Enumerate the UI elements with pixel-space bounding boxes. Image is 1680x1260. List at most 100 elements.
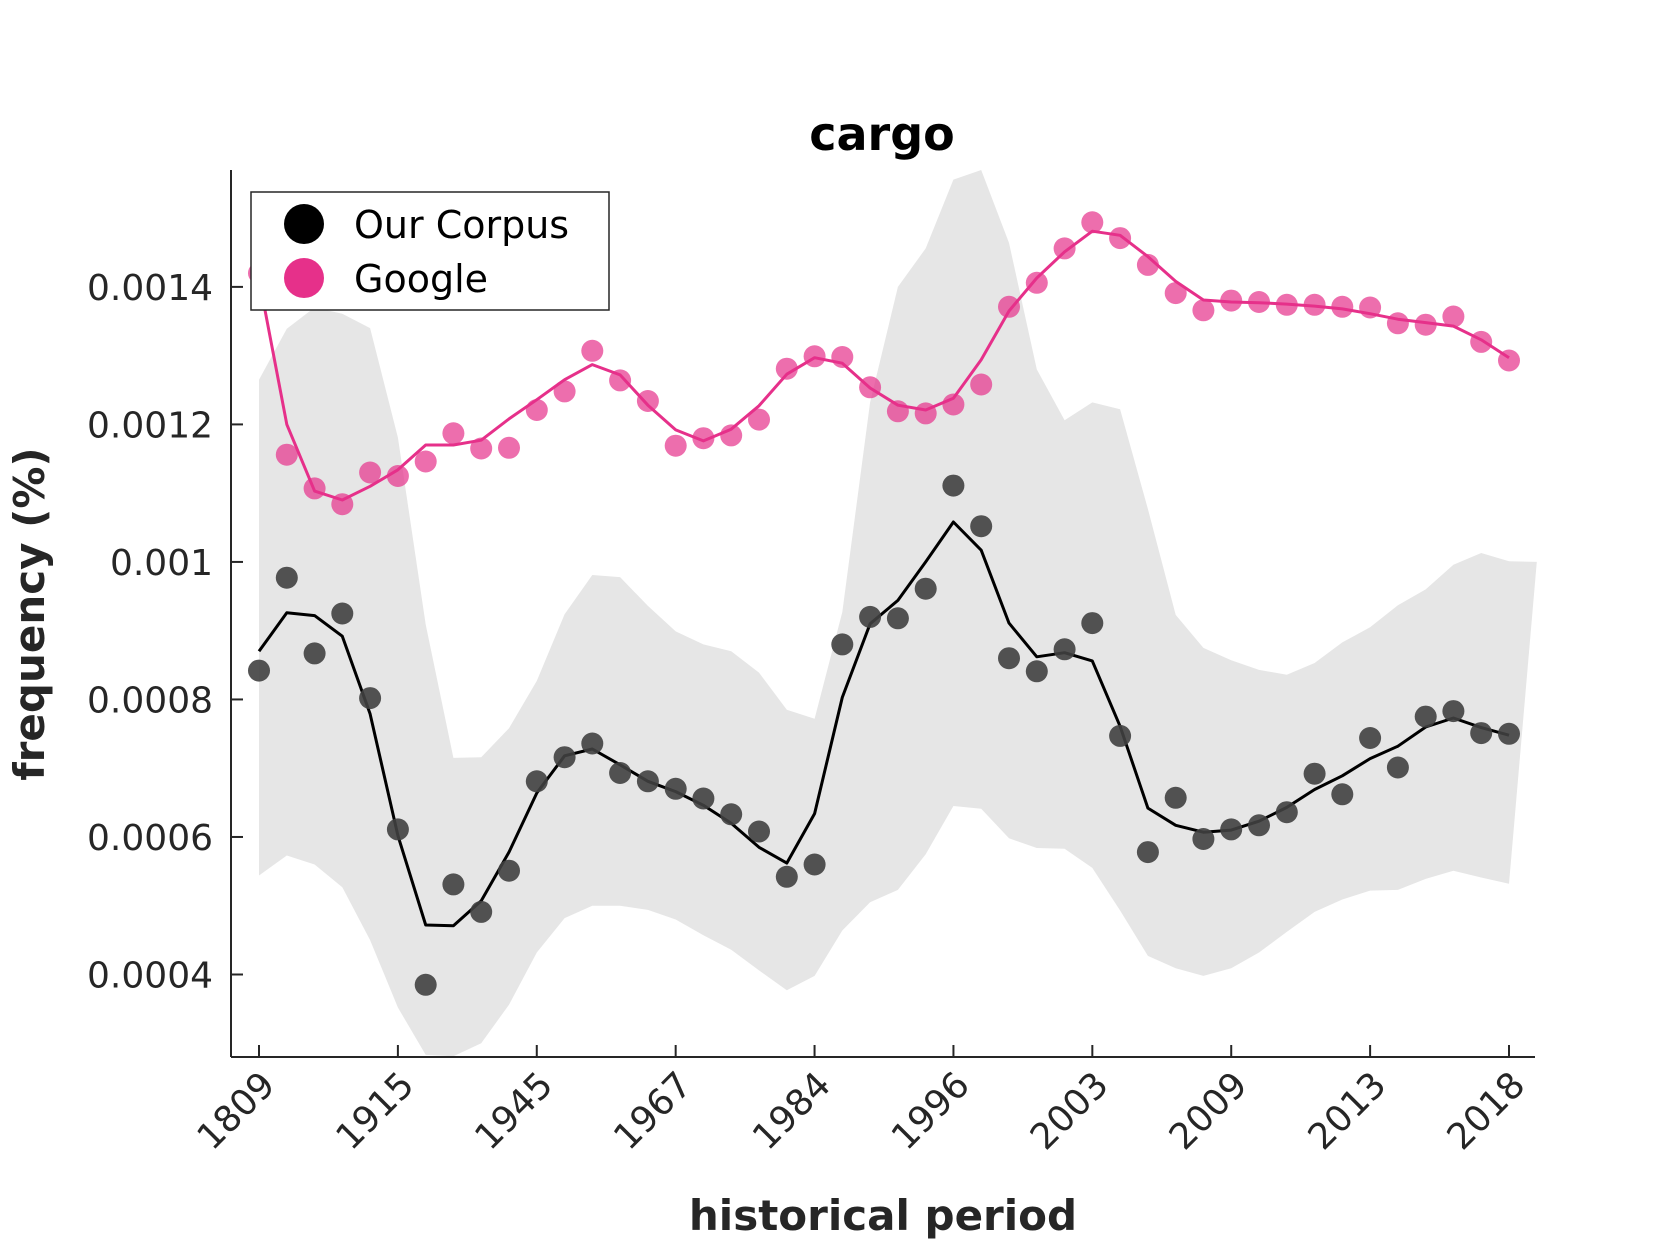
data-point-google: [664, 434, 687, 457]
data-point-our-corpus: [1025, 660, 1048, 683]
data-point-google: [1164, 282, 1187, 305]
data-point-google: [720, 424, 743, 447]
data-point-google: [1386, 312, 1409, 335]
legend-label-google: Google: [354, 257, 488, 301]
data-point-our-corpus: [470, 900, 493, 923]
data-point-google: [553, 380, 576, 403]
data-point-our-corpus: [1359, 727, 1382, 749]
data-point-our-corpus: [1220, 818, 1243, 841]
data-point-google: [1248, 291, 1270, 313]
data-point-our-corpus: [553, 746, 576, 769]
data-point-google: [1359, 296, 1382, 319]
data-point-our-corpus: [275, 566, 298, 589]
data-point-our-corpus: [664, 777, 687, 800]
data-point-our-corpus: [525, 770, 548, 793]
data-point-our-corpus: [1303, 762, 1326, 785]
data-point-google: [1470, 330, 1493, 353]
data-point-google: [303, 477, 326, 500]
y-tick-label: 0.0012: [87, 405, 213, 446]
y-tick-label: 0.0006: [87, 818, 213, 859]
data-point-our-corpus: [1164, 786, 1187, 809]
smoothed-line-google: [257, 229, 1510, 502]
data-point-google: [636, 390, 659, 412]
data-point-google: [498, 436, 520, 459]
data-point-google: [1414, 313, 1437, 336]
data-point-google: [970, 373, 993, 396]
data-point-our-corpus: [1136, 841, 1159, 864]
data-point-our-corpus: [720, 803, 743, 826]
legend-marker-our-corpus: [284, 204, 324, 244]
data-point-google: [581, 339, 604, 362]
y-tick-label: 0.0004: [87, 955, 213, 996]
data-point-our-corpus: [442, 873, 465, 896]
data-point-google: [775, 357, 798, 380]
data-point-google: [1109, 227, 1132, 250]
data-point-google: [470, 437, 493, 460]
data-point-our-corpus: [609, 762, 632, 784]
data-point-our-corpus: [1109, 724, 1132, 747]
data-point-google: [275, 443, 298, 466]
data-point-google: [803, 345, 826, 368]
data-point-our-corpus: [581, 732, 604, 755]
data-point-google: [331, 493, 354, 516]
data-point-our-corpus: [914, 577, 937, 600]
data-point-google: [1081, 211, 1104, 234]
data-point-google: [859, 376, 882, 399]
data-point-our-corpus: [1053, 638, 1076, 661]
data-point-google: [386, 465, 409, 487]
data-point-google: [609, 369, 632, 392]
data-point-google: [831, 346, 854, 368]
data-point-google: [1331, 295, 1354, 318]
legend: Our Corpus Google: [250, 191, 610, 311]
data-point-google: [692, 427, 715, 450]
data-point-google: [442, 422, 465, 445]
data-point-our-corpus: [692, 787, 715, 810]
data-point-google: [1275, 293, 1298, 316]
data-point-our-corpus: [942, 474, 965, 497]
data-point-our-corpus: [831, 633, 854, 656]
data-point-google: [414, 450, 437, 473]
data-point-google: [525, 399, 548, 421]
axes: [230, 170, 1535, 1058]
data-point-our-corpus: [1081, 612, 1104, 635]
data-point-our-corpus: [636, 770, 659, 793]
data-point-google: [1136, 253, 1159, 276]
data-point-our-corpus: [1248, 814, 1270, 837]
y-tick-label: 0.001: [110, 543, 213, 584]
data-point-our-corpus: [970, 515, 993, 538]
data-point-our-corpus: [1498, 722, 1520, 745]
data-point-our-corpus: [859, 605, 882, 628]
data-point-our-corpus: [775, 865, 798, 888]
data-point-layer: [248, 211, 1520, 996]
data-point-our-corpus: [331, 602, 354, 625]
data-point-our-corpus: [1386, 756, 1409, 779]
data-point-google: [1498, 349, 1520, 372]
y-ticks: 0.0004 0.0006 0.0008 0.001 0.0012 0.0014: [87, 268, 243, 996]
data-point-our-corpus: [1275, 801, 1298, 824]
data-point-our-corpus: [414, 973, 437, 996]
data-point-google: [998, 295, 1020, 318]
data-point-our-corpus: [1414, 705, 1437, 728]
data-point-google: [942, 393, 965, 416]
data-point-google: [748, 408, 770, 431]
data-point-google: [914, 402, 937, 425]
data-point-google: [1192, 299, 1215, 322]
y-tick-label: 0.0014: [87, 268, 213, 309]
data-point-our-corpus: [886, 607, 909, 630]
data-point-our-corpus: [1470, 722, 1493, 745]
data-point-our-corpus: [386, 818, 409, 841]
data-point-google: [359, 461, 382, 484]
data-point-google: [1220, 289, 1243, 312]
data-point-google: [1025, 271, 1048, 294]
data-point-our-corpus: [1331, 783, 1354, 806]
smoothed-line-layer: [257, 229, 1510, 928]
y-tick-label: 0.0008: [87, 680, 213, 721]
legend-marker-google: [284, 258, 324, 298]
data-point-our-corpus: [998, 647, 1020, 670]
data-point-our-corpus: [498, 859, 520, 882]
data-point-our-corpus: [1192, 828, 1215, 850]
data-point-our-corpus: [303, 642, 326, 665]
smoothed-line-our-corpus: [257, 520, 1510, 928]
data-point-google: [1303, 293, 1326, 316]
